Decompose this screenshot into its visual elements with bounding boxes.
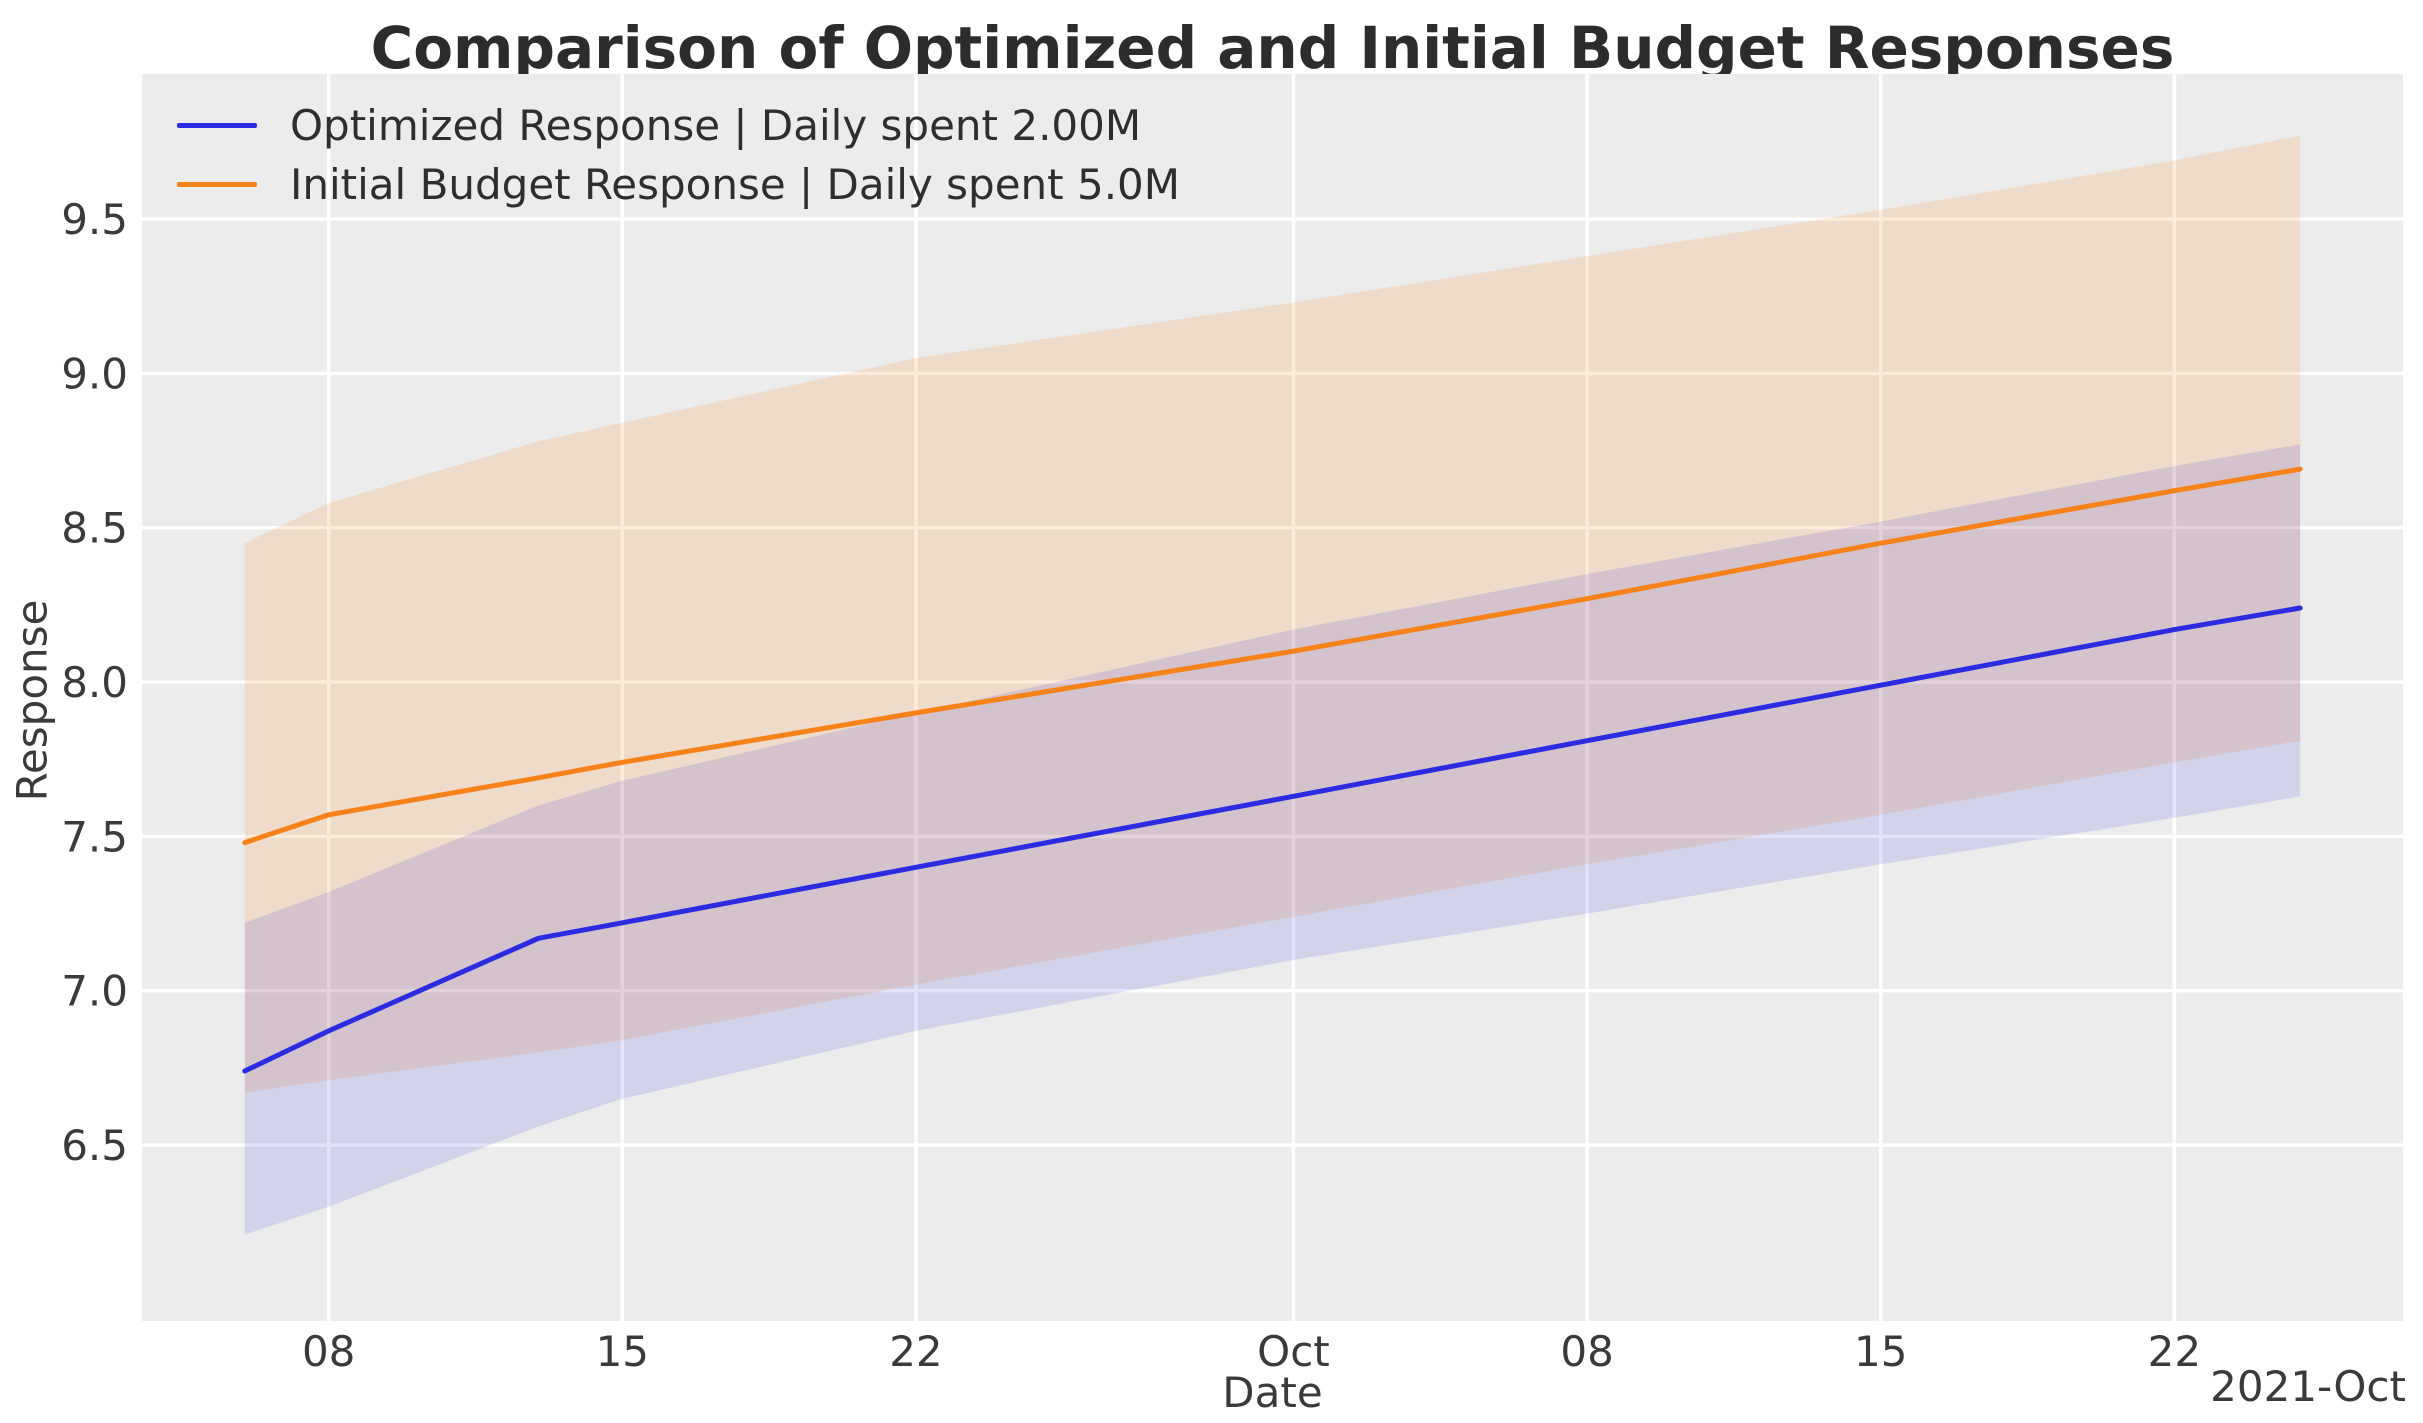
chart-title: Comparison of Optimized and Initial Budg… [370, 14, 2175, 82]
y-tick-label: 6.5 [61, 1121, 128, 1170]
y-tick-label: 7.5 [61, 812, 128, 861]
x-axis-offset-label: 2021-Oct [2210, 1362, 2406, 1411]
y-tick-label: 8.5 [61, 504, 128, 553]
x-tick-label: 08 [1560, 1327, 1613, 1376]
x-tick-label: 15 [596, 1327, 649, 1376]
x-tick-label: 08 [302, 1327, 355, 1376]
x-tick-label: 15 [1854, 1327, 1907, 1376]
y-tick-label: 8.0 [61, 658, 128, 707]
initial-budget-confidence-band [244, 135, 2301, 1093]
x-axis-label: Date [1222, 1368, 1323, 1417]
y-tick-label: 9.5 [61, 195, 128, 244]
optimized-response-line [242, 605, 2303, 1074]
legend: Optimized Response | Daily spent 2.00M I… [177, 100, 1180, 218]
y-tick-label: 7.0 [61, 967, 128, 1016]
x-tick-label: Oct [1257, 1327, 1330, 1376]
legend-item-optimized-response: Optimized Response | Daily spent 2.00M [177, 100, 1180, 150]
legend-line-swatch-blue [177, 122, 257, 128]
x-tick-label: 22 [2148, 1327, 2201, 1376]
x-tick-label: 22 [889, 1327, 942, 1376]
legend-item-initial-budget-response: Initial Budget Response | Daily spent 5.… [177, 159, 1180, 209]
legend-label-optimized-response: Optimized Response | Daily spent 2.00M [290, 100, 1142, 150]
axes-background [142, 74, 2403, 1321]
legend-label-initial-budget-response: Initial Budget Response | Daily spent 5.… [290, 159, 1181, 209]
y-axis-label: Response [7, 599, 57, 802]
initial-budget-response-line [242, 466, 2303, 846]
y-tick-label: 9.0 [61, 349, 128, 398]
legend-line-swatch-orange [177, 181, 257, 187]
optimized-confidence-band [244, 444, 2301, 1235]
